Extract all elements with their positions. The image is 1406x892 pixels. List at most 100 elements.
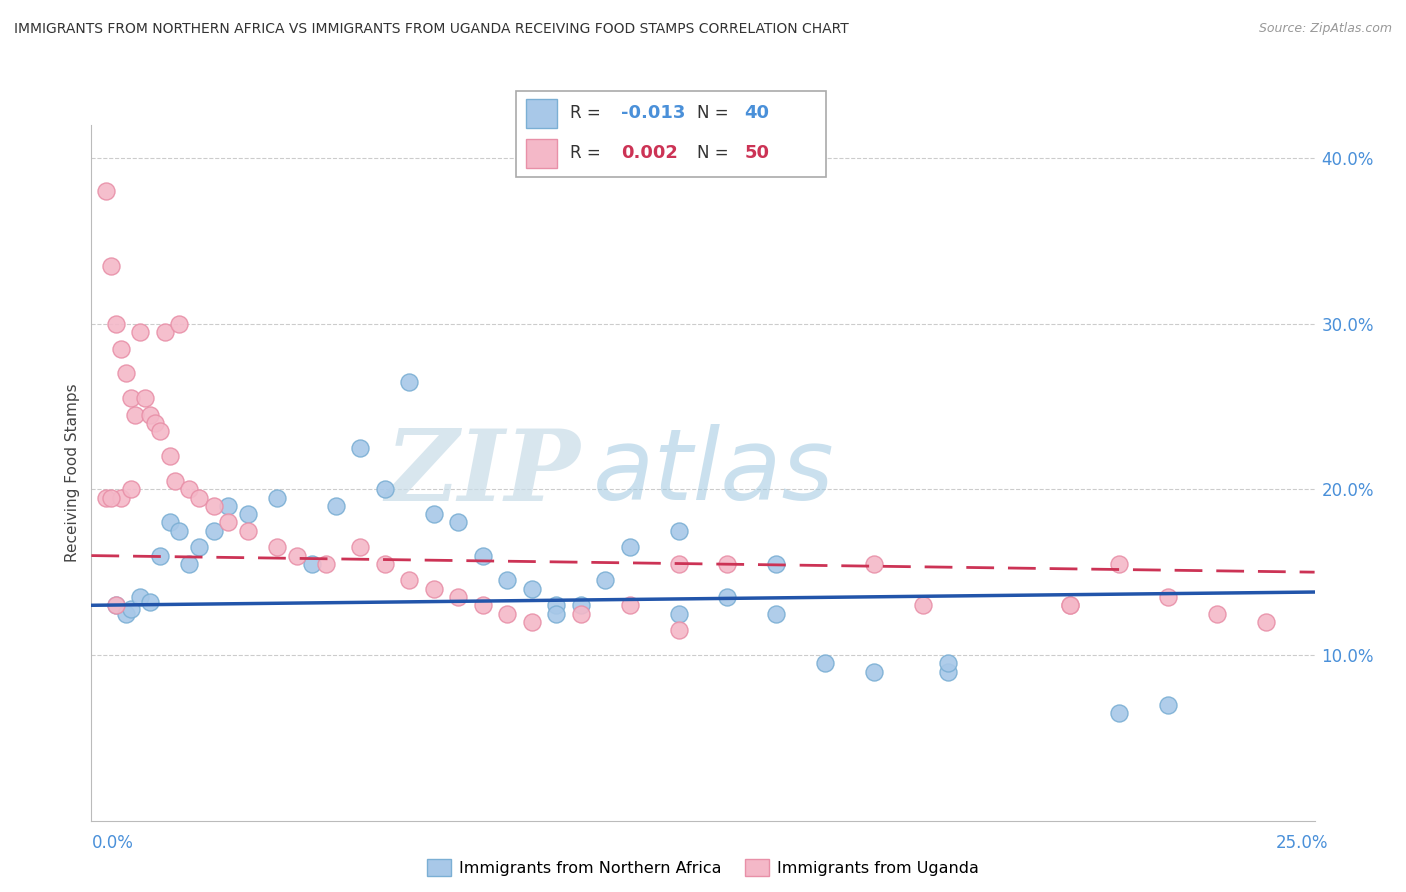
Point (471, 549, 494, 563)
Text: ZIP: ZIP (385, 425, 581, 521)
Point (398, 574, 420, 588)
Point (496, 607, 519, 621)
Point (765, 557, 787, 571)
Y-axis label: Receiving Food Stamps: Receiving Food Stamps (65, 384, 80, 562)
Point (202, 499, 225, 513)
Point (423, 507, 446, 521)
Point (149, 425, 172, 439)
Text: R =: R = (571, 104, 600, 122)
Text: 0.002: 0.002 (620, 145, 678, 162)
Point (1157, 698, 1180, 712)
Point (863, 557, 886, 571)
Point (1059, 599, 1081, 613)
Point (104, 599, 127, 613)
Point (325, 499, 347, 513)
Point (447, 590, 470, 604)
Point (374, 483, 396, 497)
Point (217, 499, 239, 513)
Point (120, 391, 142, 405)
Bar (526, 99, 557, 128)
Point (1157, 590, 1180, 604)
Point (593, 574, 616, 588)
Point (236, 524, 259, 538)
Point (668, 623, 690, 637)
Point (398, 375, 420, 389)
Point (110, 491, 132, 505)
Text: 0.0%: 0.0% (91, 834, 134, 852)
Point (188, 541, 211, 555)
Point (100, 259, 122, 273)
Point (169, 524, 191, 538)
Text: -0.013: -0.013 (620, 104, 685, 122)
Point (496, 574, 519, 588)
Point (266, 491, 288, 505)
Point (471, 599, 494, 613)
Point (1059, 599, 1081, 613)
Point (143, 416, 166, 430)
Point (912, 599, 935, 613)
Point (110, 342, 132, 356)
Point (100, 491, 122, 505)
Point (139, 595, 162, 609)
Text: 25.0%: 25.0% (1277, 834, 1329, 852)
Text: N =: N = (697, 145, 728, 162)
Text: R =: R = (571, 145, 600, 162)
Point (202, 524, 225, 538)
Point (349, 441, 371, 455)
Text: N =: N = (697, 104, 728, 122)
Point (236, 507, 259, 521)
Point (1205, 607, 1227, 621)
Point (163, 474, 186, 488)
Point (374, 557, 396, 571)
Text: 40: 40 (744, 104, 769, 122)
Point (129, 590, 152, 604)
Point (153, 325, 176, 339)
Point (120, 483, 142, 497)
Point (134, 391, 156, 405)
Point (520, 615, 543, 629)
Point (94, 184, 117, 198)
Point (179, 557, 201, 571)
Point (179, 483, 201, 497)
Legend: Immigrants from Northern Africa, Immigrants from Uganda: Immigrants from Northern Africa, Immigra… (420, 853, 986, 882)
Point (114, 607, 136, 621)
Point (94, 491, 117, 505)
Point (1254, 615, 1277, 629)
Point (546, 607, 568, 621)
Point (139, 408, 162, 422)
Point (1108, 557, 1130, 571)
Text: IMMIGRANTS FROM NORTHERN AFRICA VS IMMIGRANTS FROM UGANDA RECEIVING FOOD STAMPS : IMMIGRANTS FROM NORTHERN AFRICA VS IMMIG… (14, 22, 849, 37)
Point (716, 557, 738, 571)
Point (104, 317, 127, 331)
Text: atlas: atlas (593, 425, 835, 521)
Point (668, 607, 690, 621)
Point (104, 599, 127, 613)
Point (569, 607, 592, 621)
Point (266, 541, 288, 555)
Text: 50: 50 (744, 145, 769, 162)
Point (1108, 706, 1130, 720)
Point (159, 449, 181, 463)
Point (668, 557, 690, 571)
Point (936, 657, 959, 671)
Point (149, 549, 172, 563)
Point (301, 557, 323, 571)
Text: Source: ZipAtlas.com: Source: ZipAtlas.com (1258, 22, 1392, 36)
FancyBboxPatch shape (516, 91, 827, 177)
Point (129, 325, 152, 339)
Point (217, 516, 239, 530)
Point (349, 541, 371, 555)
Point (188, 491, 211, 505)
Point (120, 601, 142, 615)
Point (569, 599, 592, 613)
Point (814, 657, 837, 671)
Point (520, 582, 543, 596)
Point (124, 408, 146, 422)
Point (114, 367, 136, 381)
Point (936, 665, 959, 679)
Point (423, 582, 446, 596)
Point (716, 590, 738, 604)
Point (619, 599, 641, 613)
Point (285, 549, 308, 563)
Point (668, 524, 690, 538)
